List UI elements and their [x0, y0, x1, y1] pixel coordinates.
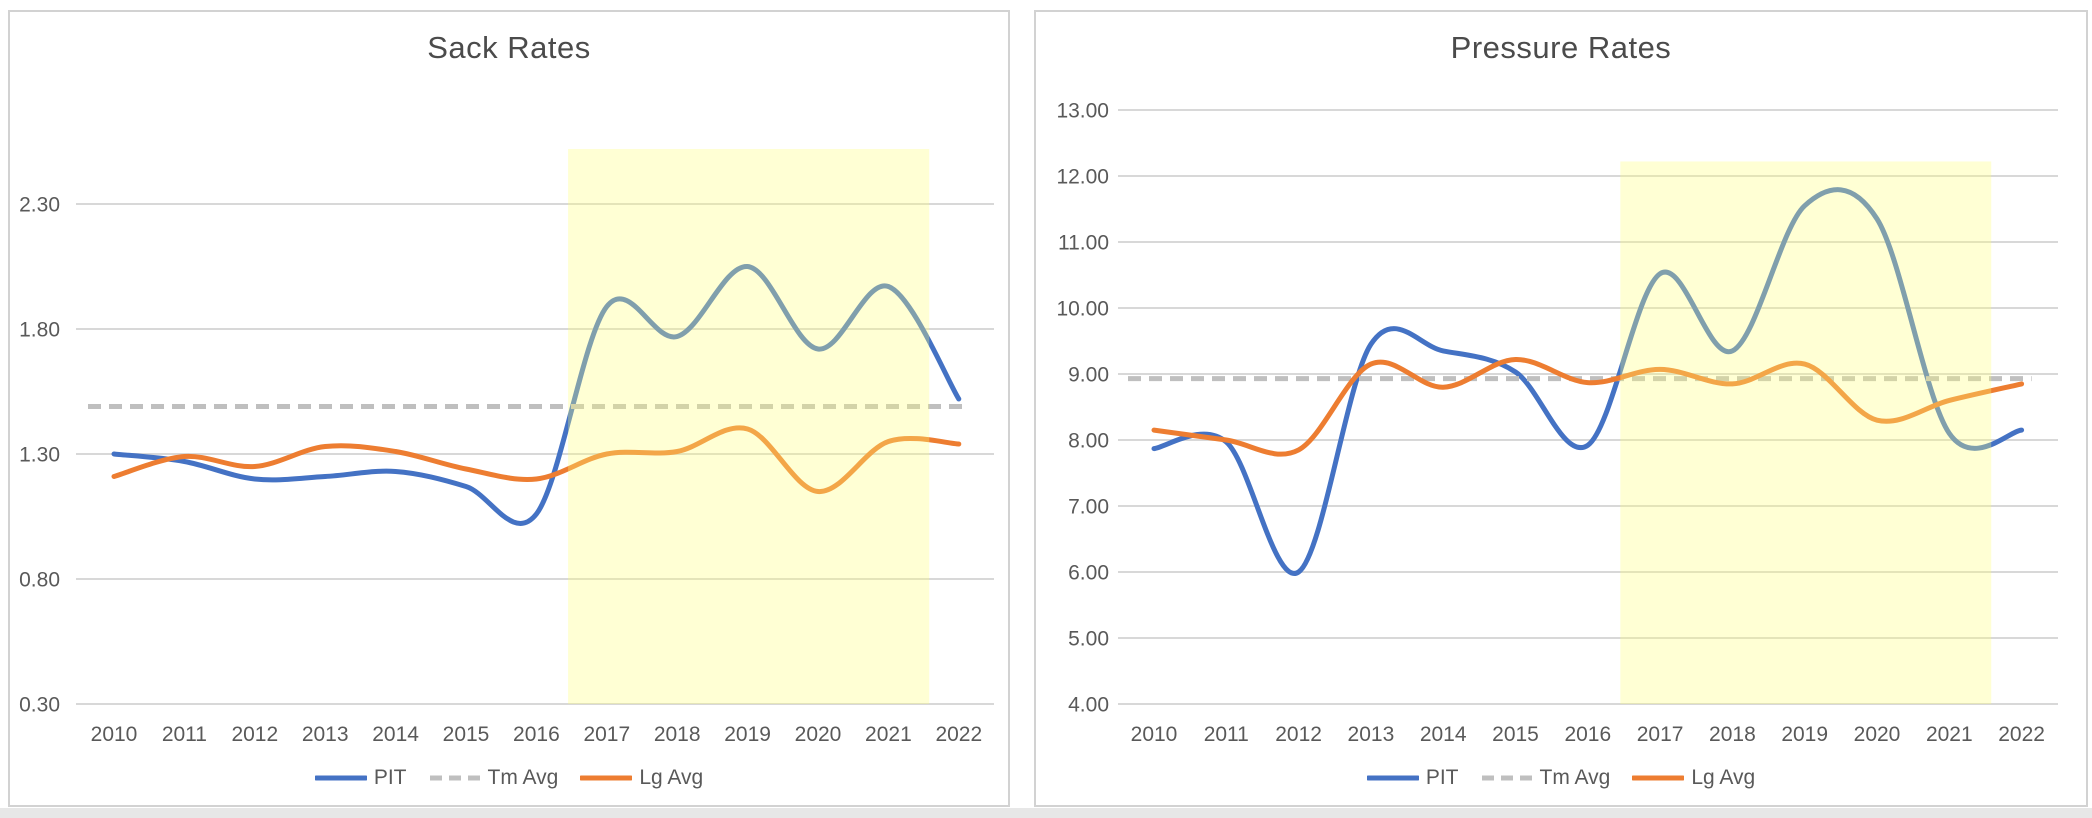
y-tick-label: 4.00 — [1068, 694, 1109, 717]
y-tick-label: 5.00 — [1068, 628, 1109, 651]
worksheet-bottom-strip — [0, 808, 2092, 818]
x-tick-label: 2016 — [513, 723, 560, 746]
legend-label: Tm Avg — [487, 766, 559, 789]
pressure-rates-plot-area: 4.00 5.00 6.00 7.00 8.00 9.00 10.00 11.00 12.00 1… — [1056, 100, 2058, 746]
x-tick-label: 2013 — [302, 723, 349, 746]
legend: PIT Tm Avg Lg Avg — [1036, 764, 2086, 792]
x-tick-label: 2021 — [865, 723, 912, 746]
sack-rates-chart[interactable]: Sack Rates 0.30 0.80 1.30 1.80 2.30 2010 2011 2… — [8, 10, 1010, 807]
lg-avg-series-line[interactable] — [1151, 356, 2025, 457]
pit-series-line[interactable] — [111, 264, 962, 526]
highlight-band — [568, 149, 930, 704]
y-tick-label: 6.00 — [1068, 562, 1109, 585]
pit-series-line[interactable] — [1151, 187, 2025, 576]
chart-title: Pressure Rates — [1450, 30, 1672, 65]
x-tick-label: 2020 — [795, 723, 842, 746]
legend: PIT Tm Avg Lg Avg — [10, 764, 1008, 792]
legend-item-pit[interactable]: PIT — [1366, 766, 1459, 790]
y-tick-label: 2.30 — [19, 194, 60, 217]
lg-avg-series-line[interactable] — [111, 425, 962, 494]
legend-item-tm-avg[interactable]: Tm Avg — [1481, 766, 1611, 790]
sack-rates-plot-area: 0.30 0.80 1.30 1.80 2.30 2010 2011 2012 2013 2014… — [19, 149, 994, 746]
pit-line-icon — [314, 775, 367, 781]
x-tick-label: 2010 — [1131, 723, 1178, 746]
legend-label: PIT — [373, 766, 407, 789]
x-tick-label: 2018 — [1709, 723, 1756, 746]
chart-title: Sack Rates — [427, 30, 591, 65]
x-tick-label: 2020 — [1854, 723, 1901, 746]
x-tick-label: 2019 — [724, 723, 771, 746]
x-tick-label: 2017 — [1637, 723, 1684, 746]
y-tick-label: 11.00 — [1058, 232, 1109, 255]
pressure-rates-chart[interactable]: Pressure Rates 4.00 5.00 6.00 7.00 8.00 9.00 1… — [1034, 10, 2088, 807]
x-tick-label: 2012 — [1275, 723, 1322, 746]
legend-item-tm-avg[interactable]: Tm Avg — [429, 766, 559, 790]
legend-label: Tm Avg — [1539, 766, 1611, 789]
x-tick-label: 2011 — [1204, 723, 1249, 746]
y-tick-label: 13.00 — [1056, 100, 1109, 123]
y-tick-label: 8.00 — [1068, 430, 1109, 453]
x-tick-label: 2010 — [91, 723, 138, 746]
pit-line-icon — [1366, 775, 1419, 781]
legend-label: PIT — [1425, 766, 1459, 789]
x-tick-label: 2015 — [1492, 723, 1539, 746]
y-tick-label: 10.00 — [1056, 298, 1109, 321]
x-tick-label: 2014 — [1420, 723, 1467, 746]
x-tick-label: 2015 — [443, 723, 490, 746]
x-tick-label: 2022 — [935, 723, 982, 746]
lg-avg-line-icon — [1632, 775, 1685, 781]
x-tick-label: 2022 — [1998, 723, 2045, 746]
y-tick-label: 0.30 — [19, 694, 60, 717]
x-tick-label: 2016 — [1564, 723, 1611, 746]
y-tick-label: 9.00 — [1068, 364, 1109, 387]
legend-label: Lg Avg — [1691, 766, 1756, 789]
x-tick-label: 2017 — [583, 723, 630, 746]
legend-item-pit[interactable]: PIT — [314, 766, 407, 790]
tm-avg-dash-icon — [1481, 775, 1532, 781]
y-tick-label: 0.80 — [19, 569, 60, 592]
x-tick-label: 2019 — [1781, 723, 1828, 746]
legend-item-lg-avg[interactable]: Lg Avg — [1632, 766, 1755, 790]
legend-label: Lg Avg — [639, 766, 704, 789]
x-tick-label: 2014 — [372, 723, 419, 746]
highlight-band — [1620, 161, 1992, 705]
y-tick-label: 1.30 — [19, 444, 60, 467]
x-tick-label: 2012 — [231, 723, 278, 746]
y-tick-label: 7.00 — [1068, 496, 1109, 519]
y-tick-label: 1.80 — [19, 319, 60, 342]
x-tick-label: 2018 — [654, 723, 701, 746]
tm-avg-dash-icon — [429, 775, 480, 781]
x-tick-label: 2011 — [162, 723, 207, 746]
x-tick-label: 2021 — [1926, 723, 1973, 746]
x-tick-label: 2013 — [1348, 723, 1395, 746]
y-tick-label: 12.00 — [1056, 166, 1109, 189]
lg-avg-line-icon — [580, 775, 633, 781]
legend-item-lg-avg[interactable]: Lg Avg — [580, 766, 703, 790]
